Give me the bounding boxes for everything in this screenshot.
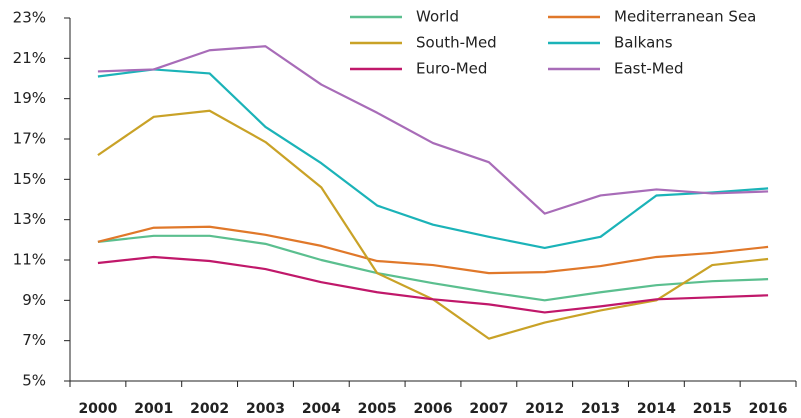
series-line (97, 255, 769, 314)
legend-label: Balkans (614, 34, 673, 52)
y-tick-label: 9% (22, 291, 46, 309)
series-line (97, 225, 769, 275)
y-tick-label: 11% (13, 251, 46, 269)
x-tick-label: 2016 (749, 401, 788, 417)
x-tick-label: 2001 (134, 401, 173, 417)
y-tick-label: 7% (22, 331, 46, 349)
legend-label: Mediterranean Sea (614, 8, 756, 26)
x-tick-label: 2000 (78, 401, 117, 417)
x-tick-label: 2002 (190, 401, 229, 417)
legend-label: Euro-Med (416, 60, 487, 78)
y-tick-label: 23% (13, 9, 46, 27)
x-tick-label: 2006 (414, 401, 453, 417)
y-tick-label: 15% (13, 170, 46, 188)
series-line (97, 68, 769, 249)
y-tick-label: 17% (13, 130, 46, 148)
y-tick-label: 21% (13, 49, 46, 67)
x-tick-label: 2015 (693, 401, 732, 417)
legend-label: World (416, 8, 459, 26)
legend-label: South-Med (416, 34, 497, 52)
legend-label: East-Med (614, 60, 683, 78)
y-tick-label: 13% (13, 210, 46, 228)
x-tick-label: 2012 (525, 401, 564, 417)
x-tick-label: 2013 (581, 401, 620, 417)
series-line (97, 234, 769, 302)
x-tick-label: 2014 (637, 401, 676, 417)
series-line (97, 45, 769, 215)
y-tick-label: 19% (13, 89, 46, 107)
x-tick-label: 2007 (469, 401, 508, 417)
x-tick-label: 2005 (358, 401, 397, 417)
x-tick-label: 2004 (302, 401, 341, 417)
x-tick-label: 2003 (246, 401, 285, 417)
y-tick-label: 5% (22, 372, 46, 390)
